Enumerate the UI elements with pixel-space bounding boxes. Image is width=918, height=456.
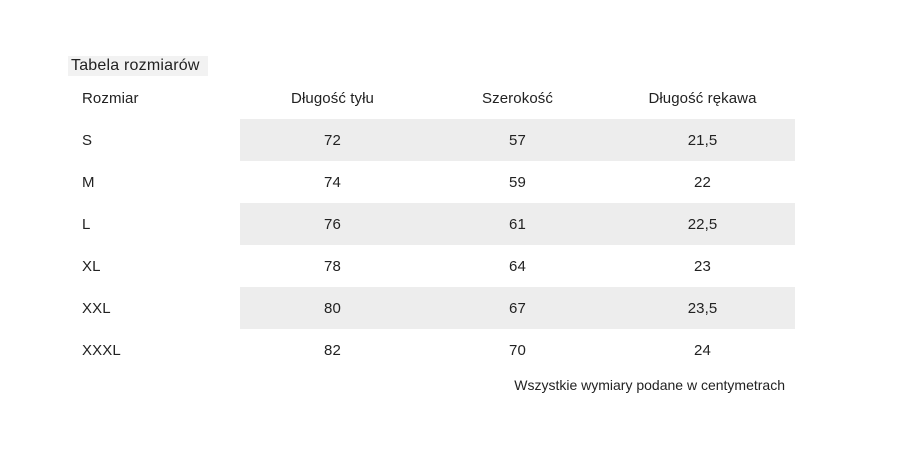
size-label: XL <box>82 257 101 275</box>
sleeve-length-value: 22 <box>694 173 711 191</box>
size-label: XXL <box>82 299 111 317</box>
sleeve-length-value: 21,5 <box>610 119 795 161</box>
table-row-xxl: XXL 80 67 23,5 <box>68 287 795 329</box>
back-length-value: 78 <box>324 257 341 275</box>
back-length-value: 74 <box>324 173 341 191</box>
column-header-dlugosc-tylu: Długość tyłu <box>291 89 374 107</box>
column-header-dlugosc-rekawa: Długość rękawa <box>648 89 757 107</box>
size-table-header-row: Rozmiar Długość tyłu Szerokość Długość r… <box>68 77 795 119</box>
table-row-s: S 72 57 21,5 <box>68 119 795 161</box>
size-label: S <box>82 131 93 149</box>
back-length-value: 76 <box>240 203 425 245</box>
back-length-value: 82 <box>324 341 341 359</box>
sleeve-length-value: 24 <box>694 341 711 359</box>
sleeve-length-value: 23,5 <box>610 287 795 329</box>
sleeve-length-value: 23 <box>694 257 711 275</box>
width-value: 64 <box>509 257 526 275</box>
back-length-value: 72 <box>240 119 425 161</box>
size-table: Rozmiar Długość tyłu Szerokość Długość r… <box>68 77 795 371</box>
size-label: M <box>82 173 95 191</box>
size-table-title: Tabela rozmiarów <box>68 56 208 76</box>
table-row-m: M 74 59 22 <box>68 161 795 203</box>
width-value: 61 <box>425 203 610 245</box>
width-value: 70 <box>509 341 526 359</box>
back-length-value: 80 <box>240 287 425 329</box>
units-note: Wszystkie wymiary podane w centymetrach <box>514 377 785 393</box>
size-label: XXXL <box>82 341 121 359</box>
width-value: 57 <box>425 119 610 161</box>
column-header-szerokosc: Szerokość <box>482 89 553 107</box>
size-table-section: Tabela rozmiarów Rozmiar Długość tyłu Sz… <box>68 56 795 394</box>
column-header-rozmiar: Rozmiar <box>82 89 139 107</box>
table-row-xl: XL 78 64 23 <box>68 245 795 287</box>
table-row-xxxl: XXXL 82 70 24 <box>68 329 795 371</box>
width-value: 59 <box>509 173 526 191</box>
size-label: L <box>82 215 91 233</box>
table-row-l: L 76 61 22,5 <box>68 203 795 245</box>
width-value: 67 <box>425 287 610 329</box>
sleeve-length-value: 22,5 <box>610 203 795 245</box>
